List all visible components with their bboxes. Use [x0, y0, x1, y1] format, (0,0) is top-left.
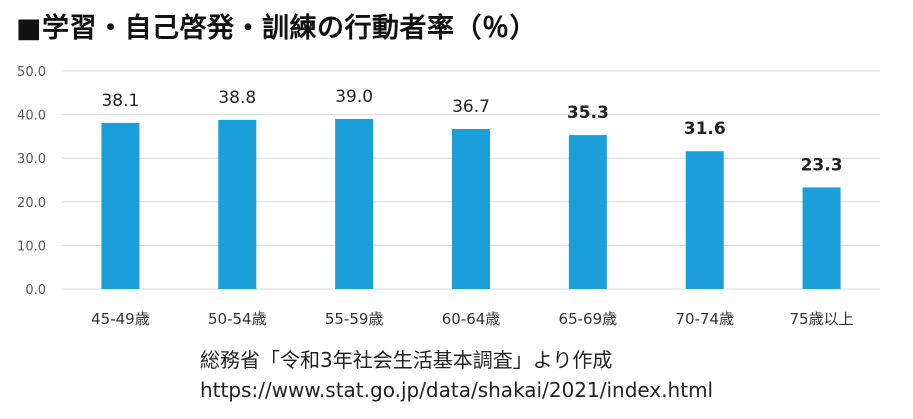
- y-tick-label: 30.0: [17, 152, 46, 167]
- y-axis-tick-labels: 0.0 10.0 20.0 30.0 40.0 50.0: [17, 65, 46, 298]
- bar: [452, 128, 490, 289]
- source-url: https://www.stat.go.jp/data/shakai/2021/…: [200, 378, 714, 402]
- y-tick-label: 0.0: [25, 283, 46, 298]
- chart-title: ■学習・自己啓発・訓練の行動者率（％）: [16, 13, 538, 44]
- bar-chart: 0.0 10.0 20.0 30.0 40.0 50.0 38.1 38.8 39.0 36.7…: [17, 65, 880, 328]
- data-labels: 38.1 38.8 39.0 36.7 35.3 31.6 23.3: [101, 87, 842, 175]
- x-tick-label: 65-69歳: [559, 310, 618, 328]
- bar: [218, 119, 257, 289]
- y-tick-label: 50.0: [17, 65, 46, 80]
- x-tick-label: 70-74歳: [675, 310, 734, 328]
- data-label: 23.3: [801, 155, 843, 175]
- bar: [685, 151, 724, 289]
- x-tick-label: 60-64歳: [442, 310, 501, 328]
- bar: [101, 122, 140, 289]
- x-tick-label: 50-54歳: [208, 310, 267, 328]
- data-label: 38.1: [101, 91, 139, 111]
- source-line-1: 総務省「令和3年社会生活基本調査」より作成: [200, 348, 613, 372]
- x-tick-label: 55-59歳: [325, 310, 384, 328]
- data-label: 35.3: [567, 103, 609, 123]
- data-label: 36.7: [452, 97, 490, 117]
- data-label: 38.8: [218, 88, 256, 108]
- y-tick-label: 10.0: [17, 239, 46, 254]
- bar: [568, 135, 607, 289]
- source-note: 総務省「令和3年社会生活基本調査」より作成 https://www.stat.g…: [200, 345, 713, 405]
- x-axis-tick-labels: 45-49歳 50-54歳 55-59歳 60-64歳 65-69歳 70-74歳 75歳以…: [91, 310, 853, 328]
- bar: [802, 187, 841, 289]
- bar: [335, 118, 374, 290]
- y-tick-label: 40.0: [17, 109, 46, 124]
- data-label: 39.0: [335, 87, 373, 107]
- x-tick-label: 45-49歳: [91, 310, 150, 328]
- data-label: 31.6: [684, 119, 726, 139]
- bars: [101, 118, 841, 290]
- x-tick-label: 75歳以上: [790, 310, 854, 328]
- y-tick-label: 20.0: [17, 196, 46, 211]
